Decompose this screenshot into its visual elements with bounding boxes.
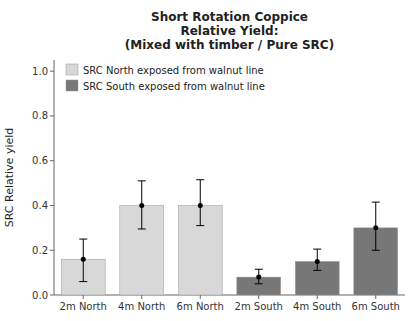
mean-dot <box>198 203 203 208</box>
y-tick-label: 0.0 <box>32 290 48 301</box>
error-cap-lower <box>372 250 380 251</box>
x-tick <box>141 295 142 299</box>
y-tick <box>50 160 54 161</box>
error-cap-lower <box>313 270 321 271</box>
y-tick-label: 1.0 <box>32 66 48 77</box>
x-axis: 2m North 4m North 6m North 2m South 4m South… <box>54 295 405 312</box>
x-tick-label: 2m South <box>235 301 283 312</box>
legend-label: SRC North exposed from walnut line <box>83 65 264 76</box>
mean-dot <box>256 275 261 280</box>
x-tick <box>258 295 259 299</box>
title: Short Rotation CoppiceRelative Yield:(Mi… <box>125 10 334 52</box>
legend-swatch <box>66 64 78 75</box>
x-axis-line <box>54 295 405 296</box>
y-tick-label: 0.4 <box>32 200 48 211</box>
mean-dot <box>139 203 144 208</box>
error-cap-upper <box>313 249 321 250</box>
x-tick <box>83 295 84 299</box>
error-cap-lower <box>255 283 263 284</box>
y-axis-line <box>54 60 55 295</box>
error-cap-upper <box>372 202 380 203</box>
mean-dot <box>81 257 86 262</box>
legend-label: SRC South exposed from walnut line <box>83 81 265 92</box>
y-tick <box>50 205 54 206</box>
error-cap-upper <box>79 239 87 240</box>
x-tick-label: 4m North <box>118 301 165 312</box>
y-axis-label: SRC Relative yield <box>3 128 16 227</box>
y-tick <box>50 250 54 251</box>
y-axis: 0.0 0.2 0.4 0.6 0.8 1.0 <box>32 60 54 301</box>
y-tick-label: 0.2 <box>32 245 48 256</box>
chart: Short Rotation CoppiceRelative Yield:(Mi… <box>0 0 415 321</box>
legend-swatch <box>66 80 78 91</box>
x-tick <box>317 295 318 299</box>
x-tick-label: 6m South <box>352 301 400 312</box>
title-line: (Mixed with timber / Pure SRC) <box>125 38 334 52</box>
mean-dot <box>373 225 378 230</box>
error-bar <box>200 180 201 226</box>
y-tick <box>50 115 54 116</box>
x-tick-label: 4m South <box>293 301 341 312</box>
error-cap-upper <box>196 179 204 180</box>
error-cap-upper <box>138 180 146 181</box>
y-tick-label: 0.6 <box>32 155 48 166</box>
title-line: Short Rotation Coppice <box>151 10 308 24</box>
plot-marks <box>61 180 397 295</box>
y-tick <box>50 295 54 296</box>
error-cap-lower <box>196 225 204 226</box>
y-tick <box>50 71 54 72</box>
x-tick-label: 6m North <box>177 301 224 312</box>
x-tick <box>375 295 376 299</box>
mean-dot <box>315 259 320 264</box>
y-tick-label: 0.8 <box>32 110 48 121</box>
title-line: Relative Yield: <box>180 24 278 38</box>
error-cap-lower <box>138 228 146 229</box>
error-cap-upper <box>255 269 263 270</box>
x-tick-label: 2m North <box>60 301 107 312</box>
legend: SRC North exposed from walnut line SRC So… <box>66 64 265 92</box>
x-tick <box>200 295 201 299</box>
error-cap-lower <box>79 281 87 282</box>
